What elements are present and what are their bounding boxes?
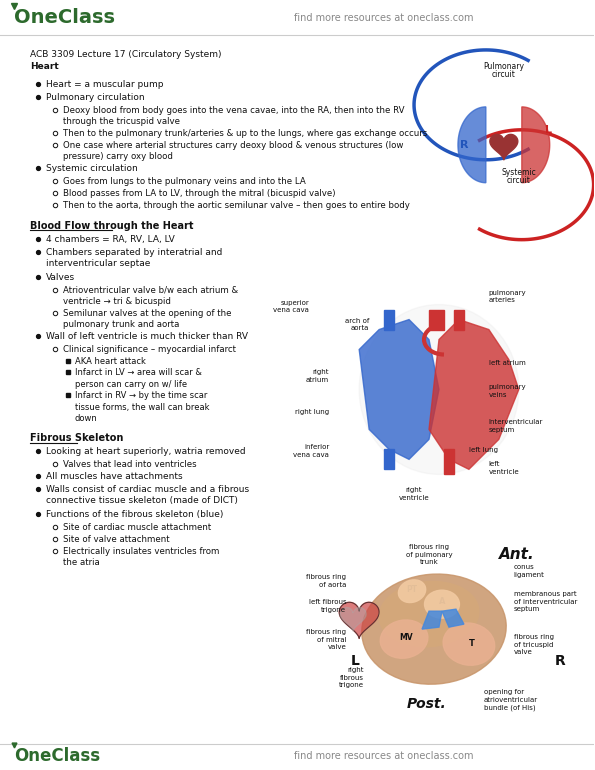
Text: Post.: Post. <box>407 697 447 711</box>
Text: Functions of the fibrous skeleton (blue): Functions of the fibrous skeleton (blue) <box>46 511 223 519</box>
Polygon shape <box>359 320 439 460</box>
Text: OneClass: OneClass <box>14 8 115 27</box>
Polygon shape <box>522 107 550 182</box>
Text: superior
vena cava: superior vena cava <box>274 300 309 313</box>
Text: fibrous ring
of pulmonary
trunk: fibrous ring of pulmonary trunk <box>406 544 452 565</box>
Text: L: L <box>351 654 360 668</box>
Text: find more resources at oneclass.com: find more resources at oneclass.com <box>295 13 474 23</box>
Text: Then to the pulmonary trunk/arteries & up to the lungs, where gas exchange occur: Then to the pulmonary trunk/arteries & u… <box>63 129 427 138</box>
Text: Ant.: Ant. <box>499 547 534 562</box>
Text: PT: PT <box>406 584 418 594</box>
Text: R: R <box>460 140 468 150</box>
Ellipse shape <box>443 623 494 665</box>
Text: Looking at heart superiorly, watria removed: Looking at heart superiorly, watria remo… <box>46 447 246 457</box>
Text: Pulmonary: Pulmonary <box>483 62 524 71</box>
Text: right
fibrous
trigone: right fibrous trigone <box>339 667 364 688</box>
Text: right lung: right lung <box>295 410 329 416</box>
Text: circuit: circuit <box>492 70 516 79</box>
Polygon shape <box>442 609 464 627</box>
Text: Heart: Heart <box>30 62 59 71</box>
Text: Site of valve attachment: Site of valve attachment <box>63 535 170 544</box>
Polygon shape <box>429 320 519 470</box>
Text: left fibrous
trigone: left fibrous trigone <box>309 599 346 613</box>
Text: fibrous ring
of aorta: fibrous ring of aorta <box>306 574 346 588</box>
Text: arch of
aorta: arch of aorta <box>345 317 369 331</box>
Text: Pulmonary circulation: Pulmonary circulation <box>46 93 145 102</box>
Text: Electrically insulates ventricles from
the atria: Electrically insulates ventricles from t… <box>63 547 219 567</box>
Text: right
atrium: right atrium <box>306 370 329 383</box>
Text: Infarct in RV → by the time scar
tissue forms, the wall can break
down: Infarct in RV → by the time scar tissue … <box>75 391 209 423</box>
Text: T: T <box>469 638 475 648</box>
Text: Systemic circulation: Systemic circulation <box>46 164 137 172</box>
Text: left atrium: left atrium <box>489 360 525 366</box>
Text: Systemic: Systemic <box>502 168 536 177</box>
Ellipse shape <box>399 580 425 603</box>
Polygon shape <box>490 135 518 159</box>
Ellipse shape <box>362 574 506 685</box>
Text: pulmonary
veins: pulmonary veins <box>489 384 527 398</box>
Text: L: L <box>545 125 552 135</box>
Text: conus
ligament: conus ligament <box>514 564 544 578</box>
Text: Clinical significance – myocardial infarct: Clinical significance – myocardial infar… <box>63 344 236 353</box>
Text: One case where arterial structures carry deoxy blood & venous structures (low
pr: One case where arterial structures carry… <box>63 141 403 161</box>
Text: left lung: left lung <box>469 447 498 454</box>
Ellipse shape <box>359 305 519 474</box>
Text: R: R <box>555 654 565 668</box>
Polygon shape <box>454 310 464 330</box>
Ellipse shape <box>380 620 428 658</box>
Text: OneClass: OneClass <box>14 747 100 765</box>
Text: Goes from lungs to the pulmonary veins and into the LA: Goes from lungs to the pulmonary veins a… <box>63 177 306 186</box>
Text: circuit: circuit <box>507 176 531 185</box>
Polygon shape <box>340 608 366 631</box>
Text: opening for
atrioventricular
bundle (of His): opening for atrioventricular bundle (of … <box>484 689 538 711</box>
Text: pulmonary
arteries: pulmonary arteries <box>489 290 527 303</box>
Text: 4 chambers = RA, RV, LA, LV: 4 chambers = RA, RV, LA, LV <box>46 235 175 243</box>
Text: fibrous ring
of tricuspid
valve: fibrous ring of tricuspid valve <box>514 634 554 655</box>
Text: MV: MV <box>399 633 413 641</box>
Text: Blood Flow through the Heart: Blood Flow through the Heart <box>30 221 193 231</box>
Polygon shape <box>444 450 454 474</box>
Polygon shape <box>422 611 442 629</box>
Text: Chambers separated by interatrial and
interventricular septae: Chambers separated by interatrial and in… <box>46 248 223 268</box>
Ellipse shape <box>379 581 479 647</box>
Text: Deoxy blood from body goes into the vena cavae, into the RA, then into the RV
th: Deoxy blood from body goes into the vena… <box>63 105 405 126</box>
Text: Valves that lead into ventricles: Valves that lead into ventricles <box>63 460 196 470</box>
Text: Valves: Valves <box>46 273 75 282</box>
Text: Interventricular
septum: Interventricular septum <box>489 420 543 433</box>
Text: Atrioventricular valve b/w each atrium &
ventricle → tri & bicuspid: Atrioventricular valve b/w each atrium &… <box>63 286 238 306</box>
Polygon shape <box>458 107 486 182</box>
Text: fibrous ring
of mitral
valve: fibrous ring of mitral valve <box>306 629 346 650</box>
Polygon shape <box>429 310 444 330</box>
Ellipse shape <box>424 590 459 618</box>
Text: Heart = a muscular pump: Heart = a muscular pump <box>46 80 164 89</box>
Text: right
ventricle: right ventricle <box>399 487 430 501</box>
Text: find more resources at oneclass.com: find more resources at oneclass.com <box>295 751 474 761</box>
Polygon shape <box>339 602 379 638</box>
Text: Site of cardiac muscle attachment: Site of cardiac muscle attachment <box>63 524 211 532</box>
Text: Fibrous Skeleton: Fibrous Skeleton <box>30 434 123 444</box>
Text: Infarct in LV → area will scar &
person can carry on w/ life: Infarct in LV → area will scar & person … <box>75 369 202 389</box>
Text: Semilunar valves at the opening of the
pulmonary trunk and aorta: Semilunar valves at the opening of the p… <box>63 309 231 329</box>
Text: Then to the aorta, through the aortic semilunar valve – then goes to entire body: Then to the aorta, through the aortic se… <box>63 201 410 209</box>
Text: AKA heart attack: AKA heart attack <box>75 357 146 366</box>
Text: left
ventricle: left ventricle <box>489 461 519 475</box>
Text: Blood passes from LA to LV, through the mitral (bicuspid valve): Blood passes from LA to LV, through the … <box>63 189 336 198</box>
Polygon shape <box>384 450 394 470</box>
Text: All muscles have attachments: All muscles have attachments <box>46 472 183 481</box>
Text: membranous part
of interventricular
septum: membranous part of interventricular sept… <box>514 591 577 612</box>
Text: inferior
vena cava: inferior vena cava <box>293 444 329 458</box>
Polygon shape <box>384 310 394 330</box>
Text: Walls consist of cardiac muscle and a fibrous
connective tissue skeleton (made o: Walls consist of cardiac muscle and a fi… <box>46 485 249 505</box>
Text: Wall of left ventricle is much thicker than RV: Wall of left ventricle is much thicker t… <box>46 332 248 340</box>
Text: A: A <box>439 597 445 606</box>
Text: ACB 3309 Lecture 17 (Circulatory System): ACB 3309 Lecture 17 (Circulatory System) <box>30 50 221 59</box>
